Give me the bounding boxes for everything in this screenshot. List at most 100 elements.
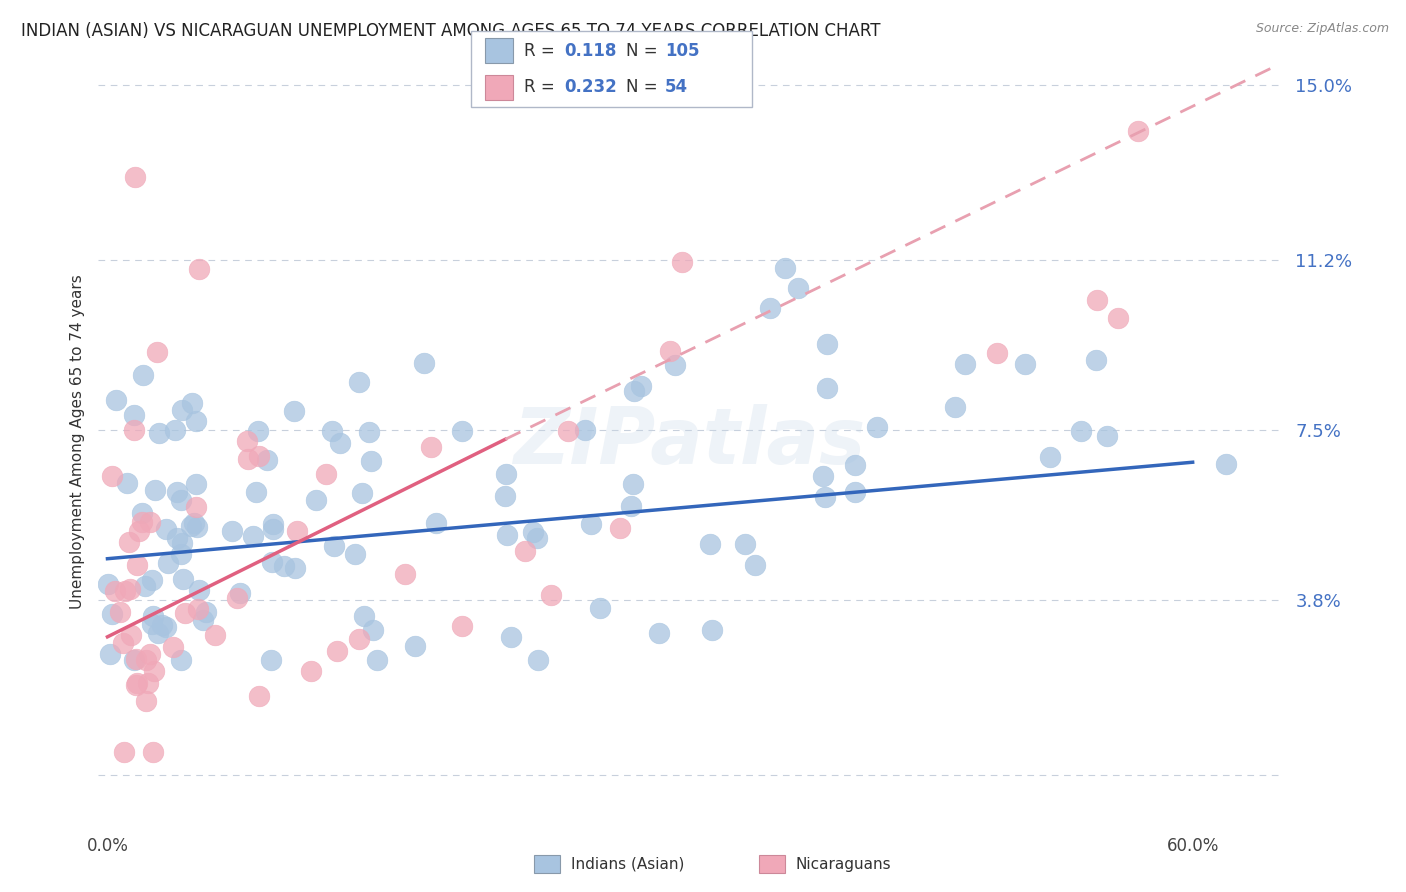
Point — [326, 644, 349, 658]
Point — [194, 605, 217, 619]
Point — [146, 345, 169, 359]
Point — [515, 544, 537, 558]
Point — [353, 608, 375, 623]
Point — [110, 605, 132, 619]
Point — [139, 647, 162, 661]
Point — [122, 408, 145, 422]
Point — [180, 395, 202, 409]
Point — [425, 516, 447, 530]
Point — [621, 477, 644, 491]
Point — [263, 517, 285, 532]
Point — [1128, 124, 1150, 138]
Point — [671, 255, 693, 269]
Point — [1084, 353, 1107, 368]
Point — [104, 583, 127, 598]
Point — [124, 170, 146, 185]
Point — [321, 424, 343, 438]
Point — [557, 424, 579, 438]
Point — [169, 547, 191, 561]
Point — [249, 689, 271, 703]
Point — [814, 491, 837, 505]
Point — [184, 500, 207, 515]
Point — [811, 469, 834, 483]
Point — [188, 262, 211, 277]
Point — [135, 694, 157, 708]
Point — [141, 616, 163, 631]
Point — [1014, 357, 1036, 371]
Point — [648, 625, 671, 640]
Point — [844, 485, 866, 500]
Point — [186, 519, 208, 533]
Point — [143, 664, 166, 678]
Point — [630, 379, 652, 393]
Point — [148, 425, 170, 440]
Point — [526, 531, 548, 545]
Point — [574, 423, 596, 437]
Point — [247, 424, 270, 438]
Point — [260, 653, 283, 667]
Point — [180, 518, 202, 533]
Point — [986, 346, 1008, 360]
Point — [131, 506, 153, 520]
Point — [184, 414, 207, 428]
Point — [138, 675, 160, 690]
Point — [155, 522, 177, 536]
Point — [361, 624, 384, 638]
Point — [256, 453, 278, 467]
Point — [953, 357, 976, 371]
Point — [499, 630, 522, 644]
Text: 0.118: 0.118 — [564, 42, 616, 60]
Point — [347, 375, 370, 389]
Point — [260, 555, 283, 569]
Text: 0.232: 0.232 — [564, 78, 617, 96]
Point — [734, 537, 756, 551]
Point — [1215, 457, 1237, 471]
Point — [142, 745, 165, 759]
Point — [699, 536, 721, 550]
Point — [404, 639, 426, 653]
Point — [815, 337, 838, 351]
Point — [124, 653, 146, 667]
Point — [262, 522, 284, 536]
Point — [118, 535, 141, 549]
Point — [305, 492, 328, 507]
Point — [1087, 293, 1109, 308]
Point — [394, 566, 416, 581]
Point — [221, 524, 243, 538]
Y-axis label: Unemployment Among Ages 65 to 74 years: Unemployment Among Ages 65 to 74 years — [69, 274, 84, 609]
Point — [299, 664, 322, 678]
Point — [128, 524, 150, 538]
Point — [242, 528, 264, 542]
Text: R =: R = — [524, 42, 561, 60]
Text: 54: 54 — [665, 78, 688, 96]
Point — [146, 625, 169, 640]
Point — [659, 343, 682, 358]
Point — [329, 435, 352, 450]
Point — [101, 469, 124, 483]
Point — [97, 577, 120, 591]
Point — [360, 453, 382, 467]
Point — [187, 583, 209, 598]
Point — [322, 539, 344, 553]
Point — [111, 636, 134, 650]
Point — [112, 745, 135, 759]
Point — [125, 678, 148, 692]
Point — [143, 483, 166, 497]
Point — [163, 423, 186, 437]
Point — [132, 368, 155, 382]
Point — [166, 485, 188, 500]
Point — [204, 628, 226, 642]
Point — [450, 425, 472, 439]
Point — [172, 573, 194, 587]
Point — [350, 486, 373, 500]
Point — [284, 561, 307, 575]
Point — [589, 601, 612, 615]
Text: N =: N = — [626, 78, 662, 96]
Point — [170, 493, 193, 508]
Point — [131, 515, 153, 529]
Point — [229, 586, 252, 600]
Point — [496, 528, 519, 542]
Point — [283, 404, 305, 418]
Point — [527, 653, 550, 667]
Point — [744, 558, 766, 573]
